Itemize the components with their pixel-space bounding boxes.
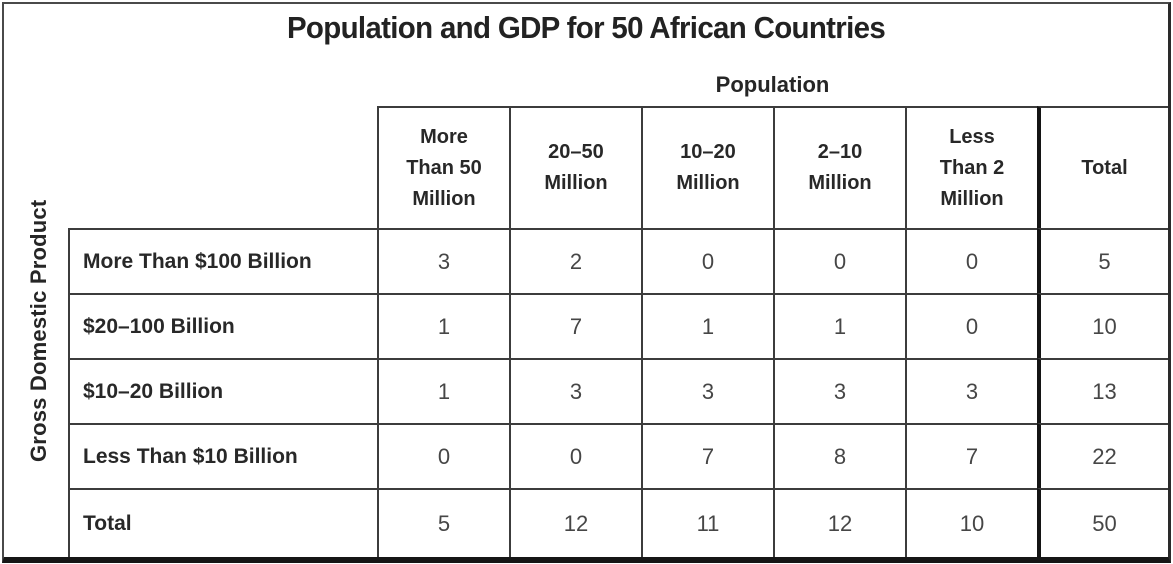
- column-header-10-20-million: 10–20 Million: [641, 106, 773, 228]
- column-total-cell: 11: [641, 488, 773, 557]
- column-header-more-than-50-million: More Than 50 Million: [377, 106, 509, 228]
- data-cell: 1: [377, 358, 509, 423]
- column-header-less-than-2-million: Less Than 2 Million: [905, 106, 1037, 228]
- frequency-table: More Than 50 Million 20–50 Million 10–20…: [68, 106, 1168, 557]
- data-cell: 0: [905, 293, 1037, 358]
- population-axis-label: Population: [715, 72, 830, 97]
- data-cell: 0: [377, 423, 509, 488]
- row-total-cell: 13: [1037, 358, 1168, 423]
- column-header-20-50-million: 20–50 Million: [509, 106, 641, 228]
- column-header-2-10-million: 2–10 Million: [773, 106, 905, 228]
- data-cell: 3: [377, 228, 509, 293]
- row-header-less-than-10-billion: Less Than $10 Billion: [68, 423, 377, 488]
- row-total-cell: 22: [1037, 423, 1168, 488]
- column-total-cell: 12: [773, 488, 905, 557]
- grand-total-cell: 50: [1037, 488, 1168, 557]
- gdp-axis-label: Gross Domestic Product: [26, 199, 51, 463]
- column-total-cell: 12: [509, 488, 641, 557]
- data-cell: 2: [509, 228, 641, 293]
- corner-cell: [68, 106, 377, 228]
- data-cell: 3: [641, 358, 773, 423]
- data-cell: 7: [641, 423, 773, 488]
- data-cell: 0: [905, 228, 1037, 293]
- data-cell: 3: [509, 358, 641, 423]
- data-cell: 1: [377, 293, 509, 358]
- data-cell: 7: [905, 423, 1037, 488]
- data-cell: 1: [773, 293, 905, 358]
- data-cell: 0: [509, 423, 641, 488]
- column-total-cell: 10: [905, 488, 1037, 557]
- data-cell: 0: [773, 228, 905, 293]
- data-cell: 7: [509, 293, 641, 358]
- row-header-20-100-billion: $20–100 Billion: [68, 293, 377, 358]
- data-cell: 3: [773, 358, 905, 423]
- page-title: Population and GDP for 50 African Countr…: [286, 10, 886, 45]
- row-header-more-than-100-billion: More Than $100 Billion: [68, 228, 377, 293]
- data-cell: 8: [773, 423, 905, 488]
- row-header-total: Total: [68, 488, 377, 557]
- row-header-10-20-billion: $10–20 Billion: [68, 358, 377, 423]
- row-total-cell: 10: [1037, 293, 1168, 358]
- column-total-cell: 5: [377, 488, 509, 557]
- data-cell: 0: [641, 228, 773, 293]
- column-header-total: Total: [1037, 106, 1168, 228]
- data-cell: 3: [905, 358, 1037, 423]
- data-cell: 1: [641, 293, 773, 358]
- row-total-cell: 5: [1037, 228, 1168, 293]
